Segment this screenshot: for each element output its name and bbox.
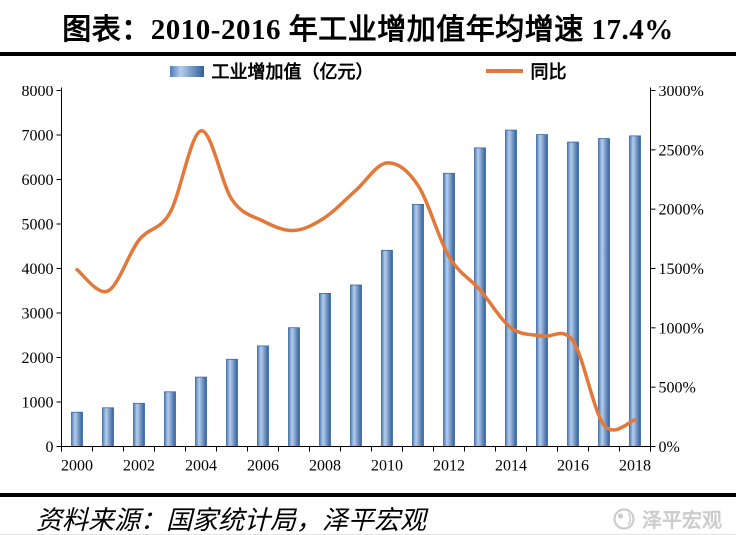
svg-text:3000%: 3000% [659, 86, 704, 100]
svg-text:500%: 500% [659, 380, 696, 397]
svg-text:2010: 2010 [371, 458, 403, 475]
data-source: 资料来源：国家统计局，泽平宏观 [36, 506, 427, 535]
line-series [75, 129, 637, 432]
svg-text:2000: 2000 [61, 458, 93, 475]
left-axis: 0 1000 2000 3000 4000 5000 6000 7000 8000 [22, 83, 62, 456]
footer-divider [0, 493, 736, 497]
svg-text:2000: 2000 [22, 350, 54, 367]
svg-text:2012: 2012 [433, 458, 465, 475]
svg-text:7000: 7000 [22, 128, 54, 145]
svg-text:2016: 2016 [557, 458, 589, 475]
combo-chart: 0 1000 2000 3000 4000 5000 6000 7000 8000 0% 500% 1… [22, 83, 704, 475]
watermark-logo: 泽平宏观 [612, 504, 722, 533]
svg-text:0%: 0% [659, 439, 680, 456]
title-divider [0, 52, 736, 56]
svg-text:2002: 2002 [123, 458, 155, 475]
svg-text:2018: 2018 [619, 458, 651, 475]
chart-legend: 工业增加值（亿元） 同比 [0, 56, 736, 86]
line-series-swatch [485, 69, 523, 73]
svg-text:2006: 2006 [247, 458, 279, 475]
zeping-logo-icon [613, 507, 635, 530]
svg-text:2004: 2004 [185, 458, 217, 475]
figure-footer: 资料来源：国家统计局，泽平宏观 泽平宏观 [0, 497, 736, 535]
legend-item-yoy[interactable]: 同比 [485, 58, 567, 84]
svg-text:5000: 5000 [22, 217, 54, 234]
bar-series [71, 129, 641, 447]
figure-title: 图表：2010-2016 年工业增加值年均增速 17.4% [62, 14, 674, 46]
svg-text:8000: 8000 [22, 86, 54, 100]
watermark-text: 泽平宏观 [642, 510, 722, 532]
legend-item-industrial-value[interactable]: 工业增加值（亿元） [169, 58, 374, 84]
svg-text:2500%: 2500% [659, 142, 704, 159]
svg-text:2008: 2008 [309, 458, 341, 475]
svg-text:4000: 4000 [22, 261, 54, 278]
x-axis: 2000 2002 2004 2006 2008 2010 2012 2014 2016 2018 [61, 446, 651, 475]
svg-text:2000%: 2000% [659, 202, 704, 219]
svg-text:0: 0 [46, 439, 54, 456]
legend-label-yoy: 同比 [530, 62, 567, 82]
legend-label-industrial-value: 工业增加值（亿元） [211, 62, 374, 82]
bar-series-swatch [169, 65, 204, 77]
right-axis: 0% 500% 1000% 1500% 2000% 2500% 3000% [650, 83, 704, 456]
svg-text:1000: 1000 [22, 395, 54, 412]
svg-text:6000: 6000 [22, 172, 54, 189]
svg-text:2014: 2014 [495, 458, 527, 475]
svg-text:1000%: 1000% [659, 320, 704, 337]
svg-text:1500%: 1500% [659, 261, 704, 278]
svg-text:3000: 3000 [22, 306, 54, 323]
